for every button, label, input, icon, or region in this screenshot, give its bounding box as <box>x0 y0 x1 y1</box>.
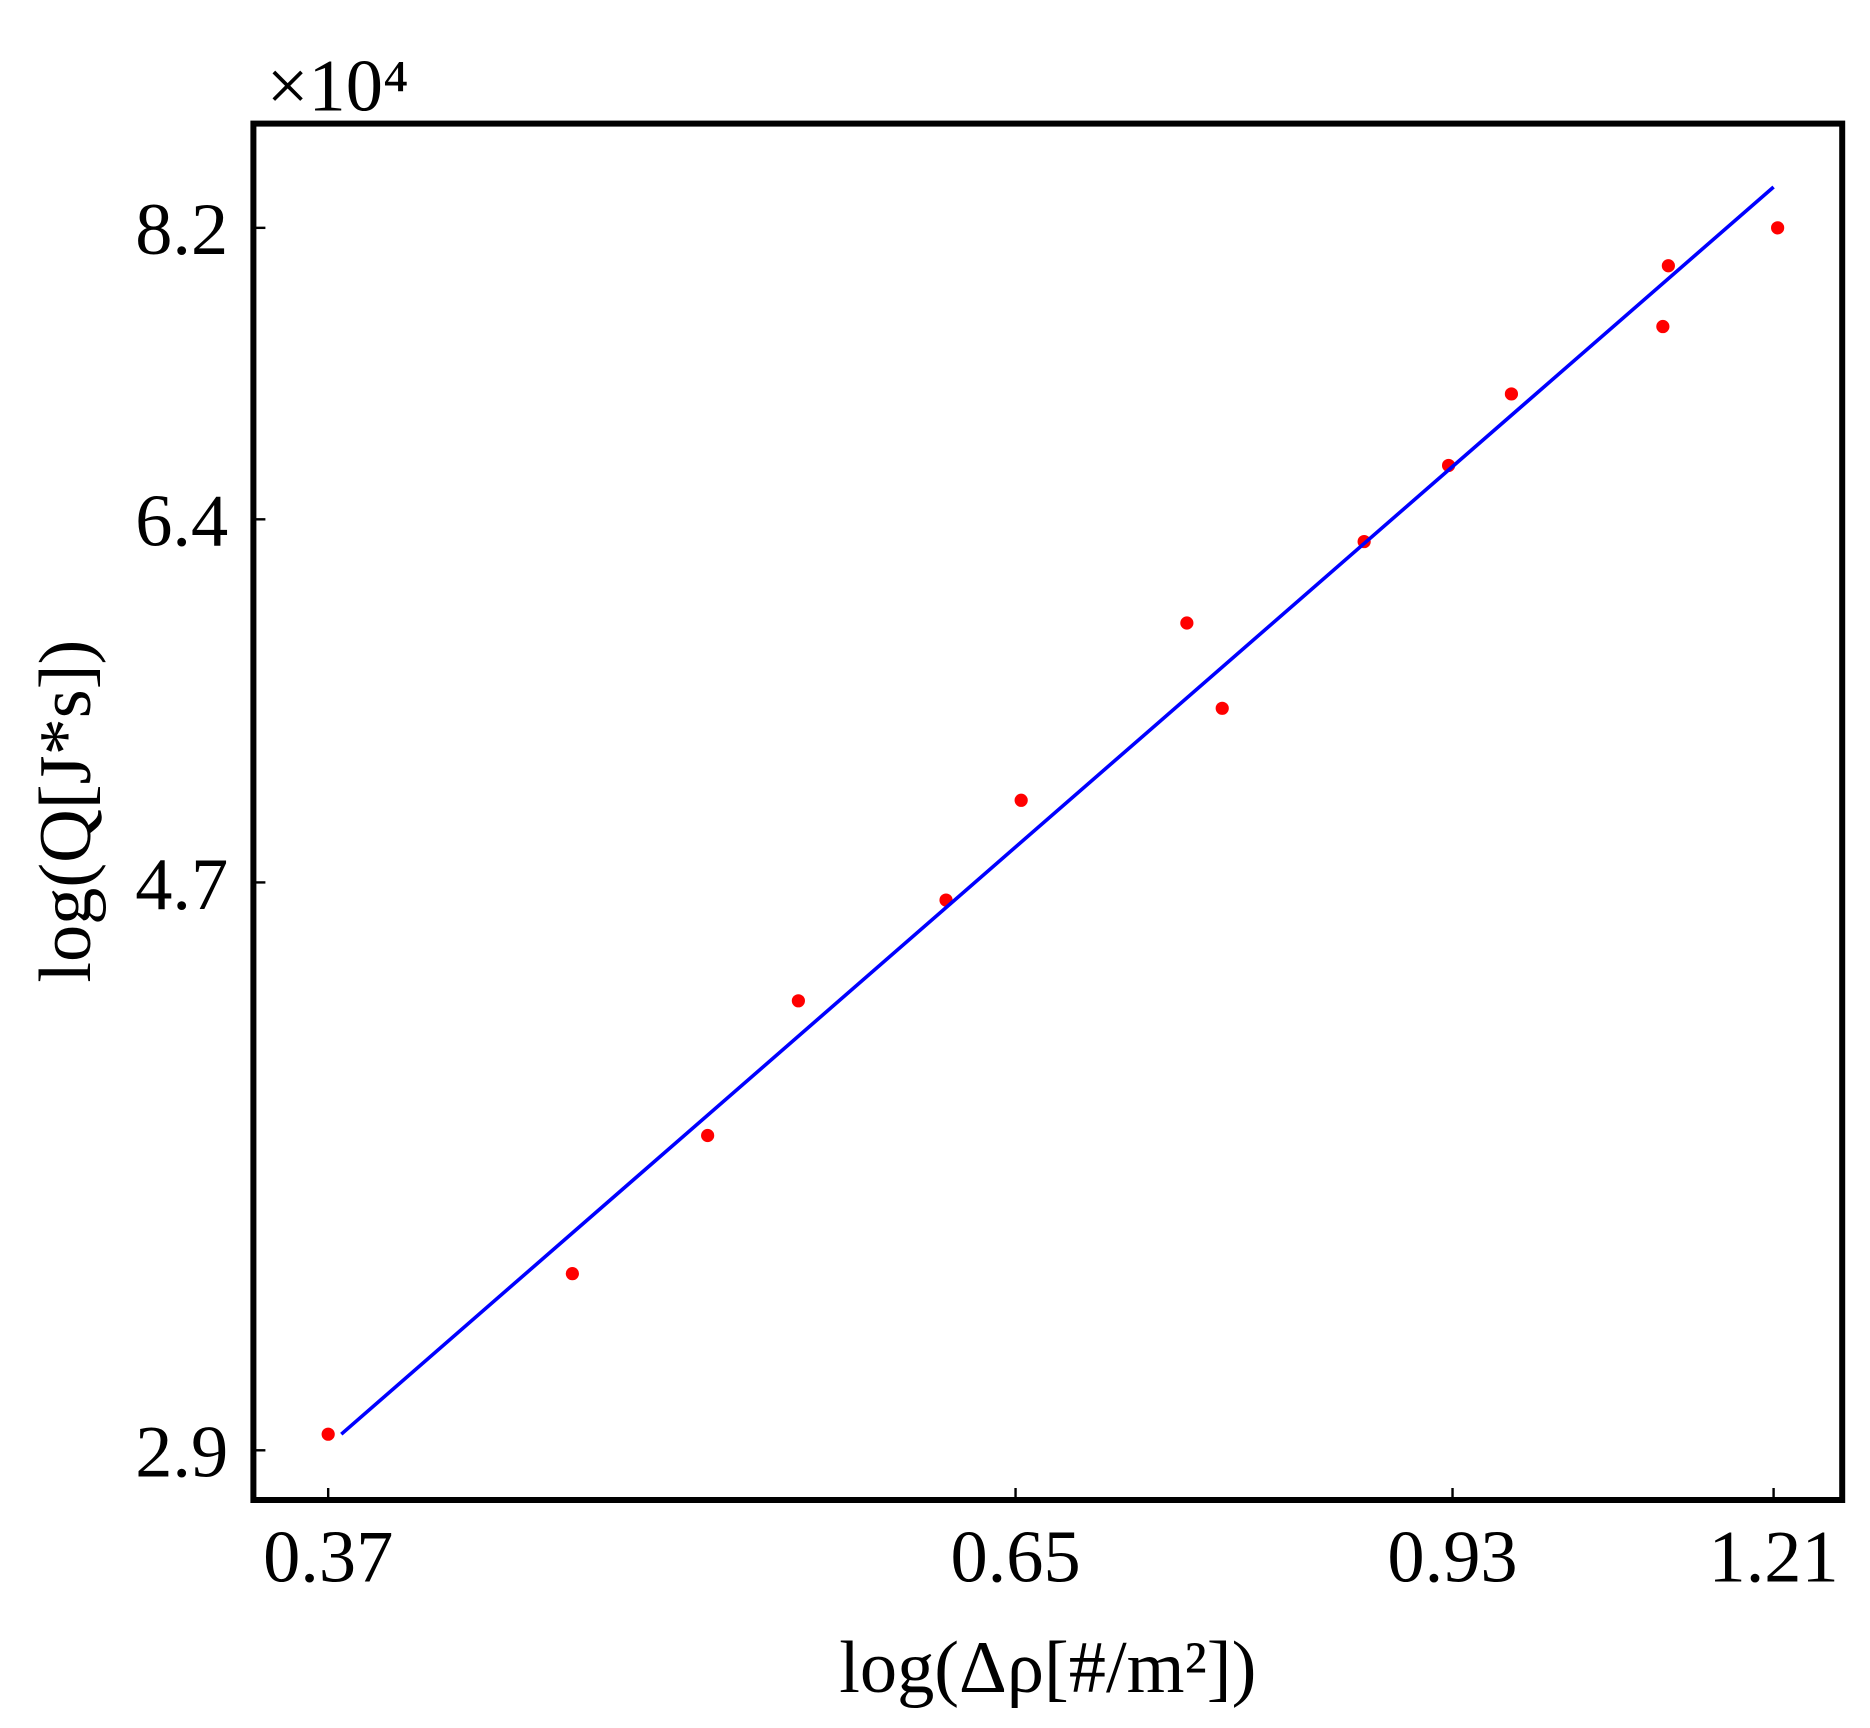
data-point <box>321 1427 335 1441</box>
y-multiplier: ×10⁴ <box>267 45 409 127</box>
data-point <box>1014 793 1028 807</box>
data-point <box>791 994 805 1008</box>
x-tick-label: 0.37 <box>263 1517 393 1599</box>
data-point <box>565 1267 579 1281</box>
data-point <box>1771 221 1785 235</box>
plot-frame <box>250 120 1846 1503</box>
x-tick-label: 0.65 <box>950 1517 1080 1599</box>
data-point <box>1656 319 1670 334</box>
data-point <box>1180 616 1194 630</box>
y-tick-label: 6.4 <box>135 481 228 563</box>
y-axis-label: log(Q[J*s]) <box>25 640 107 983</box>
data-point <box>1504 387 1519 401</box>
x-tick-label: 0.93 <box>1387 1517 1517 1599</box>
x-axis-label: log(Δρ[#/m²]) <box>839 1627 1256 1709</box>
y-tick-label: 8.2 <box>135 189 228 271</box>
y-tick-label: 2.9 <box>135 1412 228 1494</box>
data-point <box>1215 701 1229 715</box>
x-tick-label: 1.21 <box>1709 1517 1839 1599</box>
y-tick-label: 4.7 <box>135 844 228 926</box>
fit-line <box>340 185 1775 1436</box>
data-point <box>701 1128 715 1143</box>
data-point <box>1661 259 1675 273</box>
